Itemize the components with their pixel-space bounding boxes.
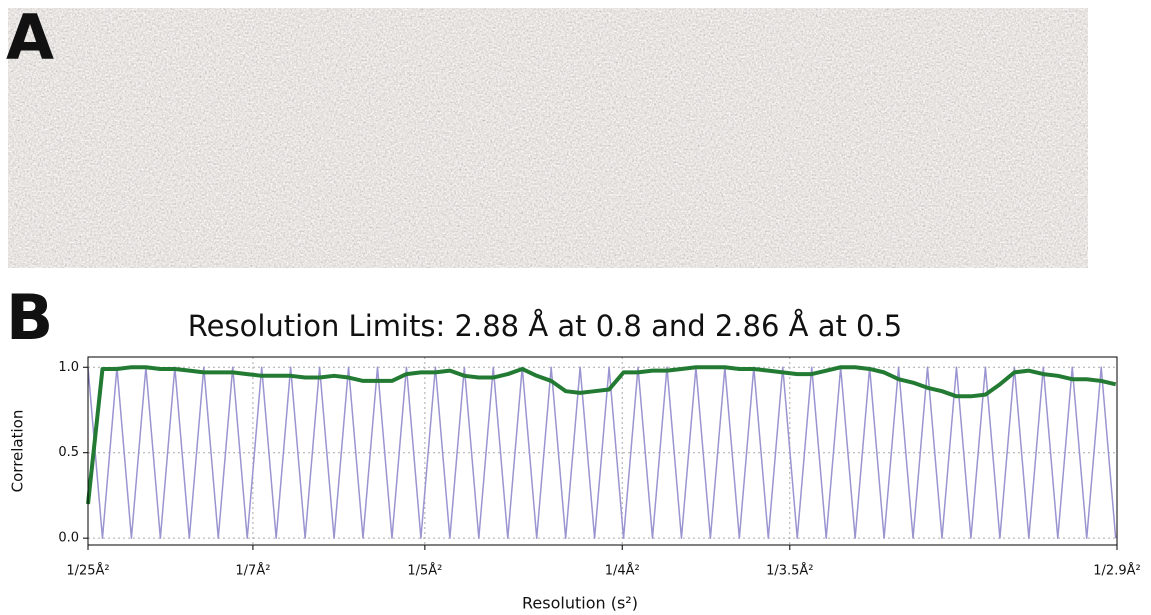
x-tick-label: 1/7Å² — [235, 563, 270, 579]
plot: 0.0 0.5 1.0 1/25Å² 1/7Å² 1/5Å² 1/4Å² 1/3.5Å² 1/2… — [58, 356, 1141, 579]
panel-label: A — [6, 1, 54, 74]
plot-frame — [87, 356, 1118, 546]
x-tick-label: 1/25Å² — [66, 563, 109, 579]
x-axis-label: Resolution (s²) — [522, 594, 638, 613]
series-line — [87, 366, 1117, 539]
y-tick-label: 0.0 — [58, 531, 79, 546]
y-axis-label: Correlation — [9, 410, 27, 493]
chart-title: Resolution Limits: 2.88 Å at 0.8 and 2.8… — [188, 309, 902, 343]
panel-label: B — [6, 281, 53, 354]
x-tick-label: 1/3.5Å² — [766, 563, 813, 579]
micrograph — [8, 8, 1088, 268]
x-tick-label: 1/4Å² — [605, 563, 640, 579]
x-tick-label: 1/2.9Å² — [1093, 563, 1140, 579]
series-line — [86, 365, 1117, 505]
x-tick-label: 1/5Å² — [407, 563, 442, 579]
y-tick-label: 1.0 — [58, 360, 79, 375]
y-tick-label: 0.5 — [58, 445, 79, 460]
